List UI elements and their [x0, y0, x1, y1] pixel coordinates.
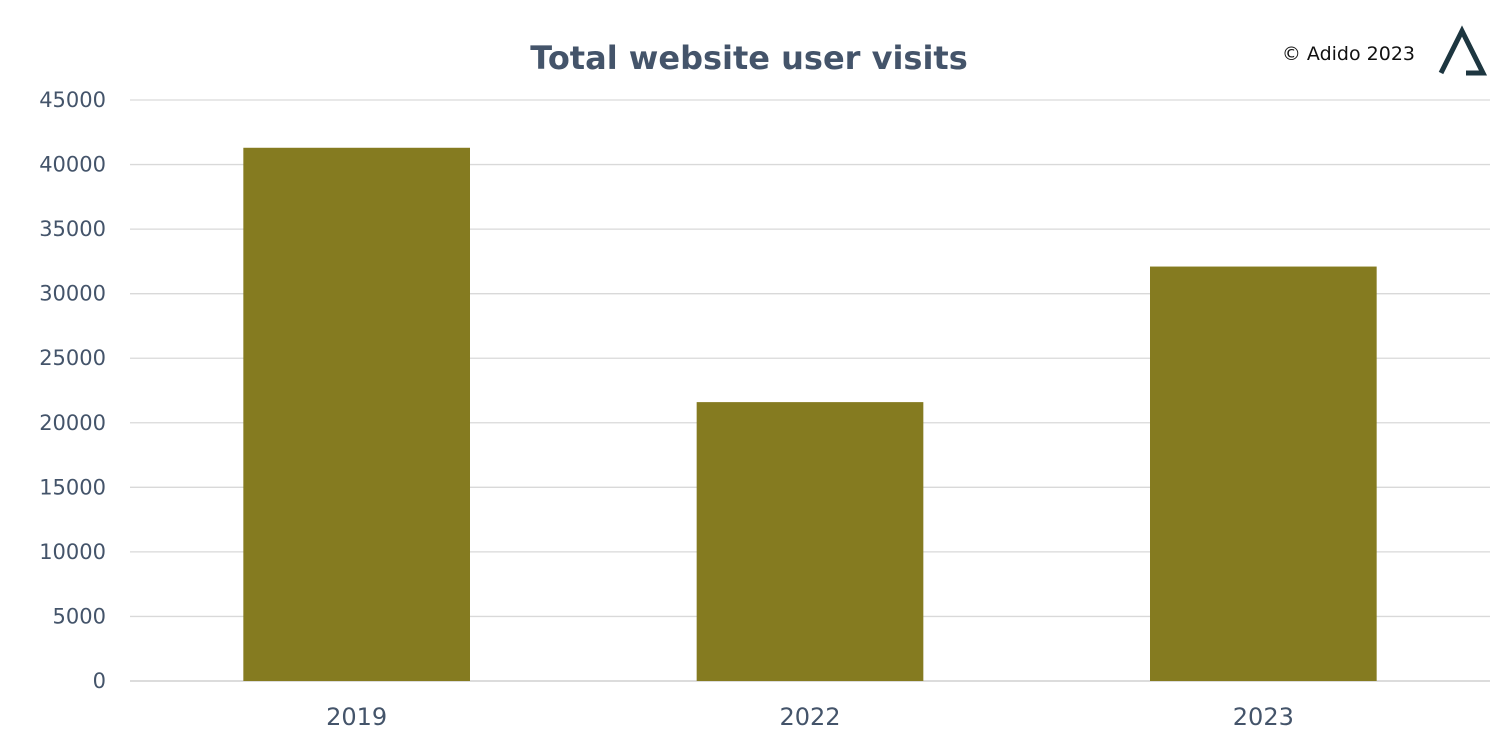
y-tick-label: 25000	[39, 346, 106, 370]
x-axis: 2019 2022 2023	[326, 703, 1294, 731]
y-tick-label: 20000	[39, 411, 106, 435]
x-tick-label: 2022	[779, 703, 840, 731]
x-tick-label: 2019	[326, 703, 387, 731]
bar-2019	[243, 147, 470, 681]
chart-title: Total website user visits	[530, 39, 968, 77]
x-tick-label: 2023	[1233, 703, 1294, 731]
y-tick-label: 10000	[39, 540, 106, 564]
y-tick-label: 45000	[39, 88, 106, 112]
y-axis: 0 5000 10000 15000 20000 25000 30000 35000 40000…	[39, 88, 106, 693]
bar-2022	[696, 402, 924, 681]
y-tick-label: 0	[93, 669, 106, 693]
bar-2023	[1150, 266, 1377, 681]
y-tick-label: 30000	[39, 282, 106, 306]
adido-logo-icon	[1438, 25, 1488, 76]
copyright-text: © Adido 2023	[1282, 43, 1415, 65]
y-tick-label: 35000	[39, 217, 106, 241]
y-tick-label: 40000	[39, 153, 106, 177]
y-tick-label: 15000	[39, 475, 106, 499]
bars	[243, 147, 1377, 681]
y-tick-label: 5000	[53, 604, 106, 628]
